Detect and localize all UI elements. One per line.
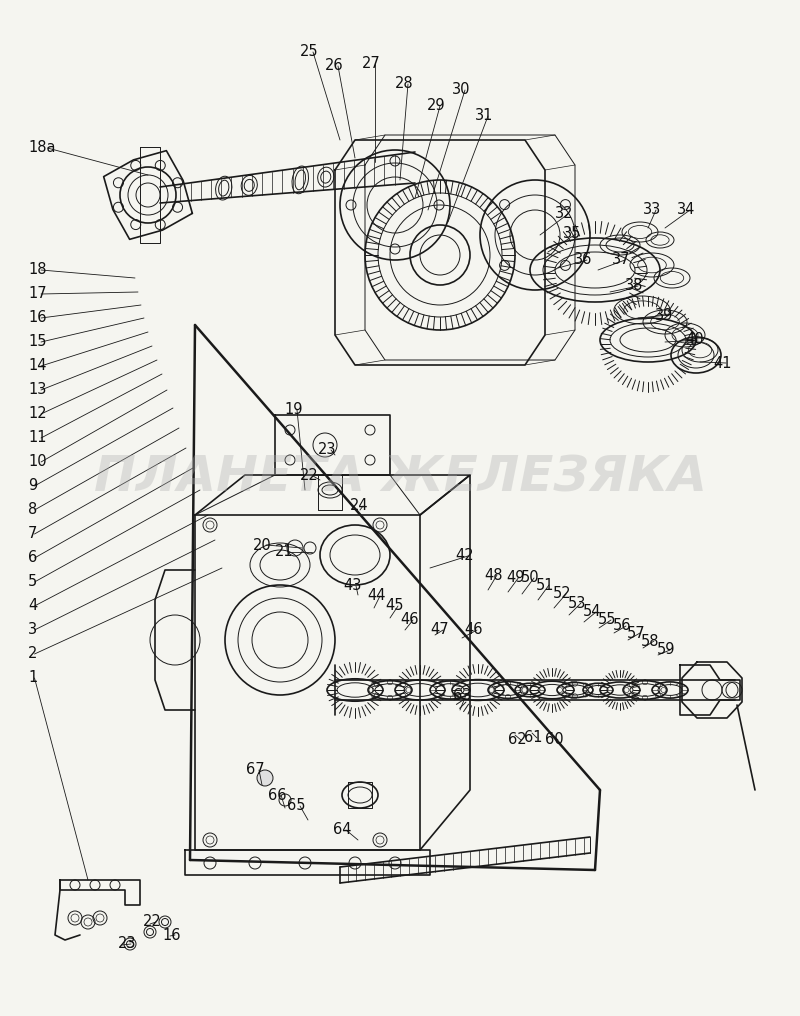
- Text: 34: 34: [677, 202, 695, 217]
- Text: 37: 37: [612, 253, 630, 267]
- Text: 62: 62: [508, 733, 526, 748]
- Text: 48: 48: [484, 568, 502, 582]
- Text: 26: 26: [325, 59, 344, 73]
- Text: 50: 50: [521, 571, 540, 585]
- Text: 16: 16: [28, 311, 46, 325]
- Text: 41: 41: [713, 356, 731, 371]
- Text: 64: 64: [333, 823, 351, 837]
- Text: 3: 3: [28, 623, 37, 637]
- Text: 40: 40: [685, 332, 704, 347]
- Text: 46: 46: [464, 623, 482, 637]
- Text: 43: 43: [343, 578, 362, 593]
- Text: 49: 49: [506, 570, 525, 584]
- Text: 25: 25: [300, 45, 318, 60]
- Text: 65: 65: [287, 799, 306, 814]
- Text: 63: 63: [453, 688, 471, 702]
- Text: 31: 31: [475, 109, 494, 124]
- Text: 27: 27: [362, 56, 381, 70]
- Text: 39: 39: [655, 308, 674, 322]
- Text: 15: 15: [28, 334, 46, 350]
- Text: 8: 8: [28, 503, 38, 517]
- Text: 4: 4: [28, 598, 38, 614]
- Text: 45: 45: [385, 598, 403, 614]
- Text: 7: 7: [28, 526, 38, 542]
- Text: 23: 23: [318, 443, 337, 457]
- Text: 6: 6: [28, 551, 38, 566]
- Text: 67: 67: [246, 762, 265, 777]
- Text: 16: 16: [162, 928, 181, 943]
- Text: 1: 1: [28, 671, 38, 686]
- Text: 42: 42: [455, 549, 474, 564]
- Text: 14: 14: [28, 359, 46, 374]
- Text: 54: 54: [583, 605, 602, 620]
- Text: 33: 33: [643, 202, 662, 217]
- Text: 44: 44: [367, 588, 386, 604]
- Text: 59: 59: [657, 642, 675, 657]
- Text: 58: 58: [641, 634, 659, 648]
- Text: 23: 23: [118, 937, 137, 952]
- Text: 9: 9: [28, 479, 38, 494]
- Text: 52: 52: [553, 586, 572, 601]
- Text: 21: 21: [275, 545, 294, 560]
- Text: 46: 46: [400, 613, 418, 628]
- Text: 61: 61: [524, 731, 542, 746]
- Text: 56: 56: [613, 619, 631, 634]
- Text: 2: 2: [28, 646, 38, 661]
- Text: 66: 66: [268, 787, 286, 803]
- Text: 24: 24: [350, 499, 369, 513]
- Text: 47: 47: [430, 623, 449, 637]
- Text: 10: 10: [28, 454, 46, 469]
- Text: 51: 51: [536, 577, 554, 592]
- Text: 28: 28: [395, 76, 414, 91]
- Text: 5: 5: [28, 574, 38, 589]
- Text: 19: 19: [284, 402, 302, 418]
- Text: 20: 20: [253, 537, 272, 553]
- Text: 11: 11: [28, 431, 46, 445]
- Text: 35: 35: [563, 227, 582, 242]
- Text: 32: 32: [555, 206, 574, 221]
- Text: 22: 22: [143, 914, 162, 930]
- Text: 57: 57: [627, 626, 646, 640]
- Circle shape: [257, 770, 273, 786]
- Text: 36: 36: [574, 253, 592, 267]
- Text: 60: 60: [545, 733, 564, 748]
- Text: 53: 53: [568, 595, 586, 611]
- Text: ПЛАНЕТА ЖЕЛЕЗЯКА: ПЛАНЕТА ЖЕЛЕЗЯКА: [94, 454, 706, 502]
- Text: 30: 30: [452, 82, 470, 98]
- Text: 17: 17: [28, 287, 46, 302]
- Text: 29: 29: [427, 99, 446, 114]
- Text: 13: 13: [28, 382, 46, 397]
- Text: 18: 18: [28, 262, 46, 277]
- Text: 22: 22: [300, 468, 318, 484]
- Text: 18а: 18а: [28, 140, 55, 155]
- Text: 38: 38: [625, 278, 643, 294]
- Text: 12: 12: [28, 406, 46, 422]
- Text: 55: 55: [598, 613, 617, 628]
